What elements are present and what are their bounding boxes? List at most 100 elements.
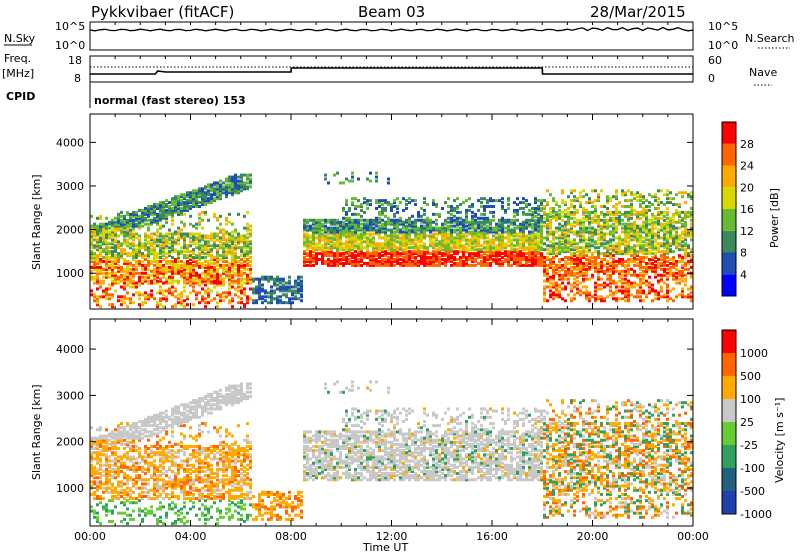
power-cell [669,266,672,269]
power-cell [468,221,471,224]
power-cell [144,232,147,235]
power-cell [567,278,570,281]
power-cell [555,211,558,214]
power-cell [558,234,561,237]
power-cell [561,219,564,222]
power-cell [102,260,105,263]
power-cell [246,236,249,239]
power-cell [423,225,426,228]
power-cell [123,295,126,298]
power-cell [615,270,618,273]
power-cell [501,217,504,220]
power-cell [615,289,618,292]
power-cell [447,232,450,235]
power-cell [150,232,153,235]
power-cell [483,256,486,259]
power-cell [588,211,591,214]
power-cell [465,256,468,259]
power-cell [573,217,576,220]
power-cell [147,205,150,208]
power-cell [639,256,642,259]
power-cell [522,207,525,210]
power-cell [591,211,594,214]
power-cell [615,282,618,285]
power-cell [330,219,333,222]
power-cell [522,221,525,224]
power-cell [552,297,555,300]
power-cell [645,280,648,283]
power-cell [279,285,282,288]
power-cell [138,284,141,287]
power-cell [627,211,630,214]
power-cell [621,205,624,208]
power-cell [144,276,147,279]
power-cell [525,252,528,255]
power-cell [513,215,516,218]
power-cell [312,219,315,222]
power-cell [492,238,495,241]
power-cell [153,238,156,241]
power-cell [354,205,357,208]
power-cell [669,297,672,300]
power-cell [333,252,336,255]
power-cell [159,238,162,241]
nave-tick-high: 60 [708,54,722,67]
power-cell [615,236,618,239]
power-cell [135,244,138,247]
power-cell [432,232,435,235]
power-cell [96,217,99,220]
power-cell [261,284,264,287]
power-cell [639,244,642,247]
power-cell [582,272,585,275]
power-cell [405,225,408,228]
power-cell [492,205,495,208]
power-cell [315,219,318,222]
power-cell [138,291,141,294]
power-cell [675,227,678,230]
power-cell [567,246,570,249]
power-cell [600,278,603,281]
power-cell [198,221,201,224]
power-cell [342,242,345,245]
power-cell [168,266,171,269]
power-cell [429,219,432,222]
power-cell [291,297,294,300]
power-cell [144,301,147,304]
power-cell [306,219,309,222]
power-cell [420,225,423,228]
power-cell [675,276,678,279]
power-cell [261,301,264,304]
power-cell [363,223,366,226]
power-cell [201,295,204,298]
power-cell [288,276,291,279]
nsearch-tick-low: 10^0 [708,39,738,52]
power-cell [108,264,111,267]
power-cell [513,201,516,204]
power-cell [525,219,528,222]
power-cell [603,219,606,222]
power-cell [654,221,657,224]
power-cell [570,248,573,251]
power-cell [111,293,114,296]
power-cell [600,211,603,214]
power-cell [345,256,348,259]
power-cell [573,272,576,275]
power-cell [201,187,204,190]
power-cell [597,268,600,271]
power-cell [585,215,588,218]
power-cell [249,225,252,228]
power-cell [129,213,132,216]
power-cell [663,219,666,222]
power-cell [573,238,576,241]
power-cell [123,248,126,251]
power-cell [594,293,597,296]
power-cell [576,287,579,290]
freq-tick-low: 8 [74,72,81,85]
power-cell [126,238,129,241]
power-cell [666,231,669,234]
power-cell [249,268,252,271]
power-cell [105,217,108,220]
power-cell [660,201,663,204]
power-cell [198,262,201,265]
power-cell [624,278,627,281]
